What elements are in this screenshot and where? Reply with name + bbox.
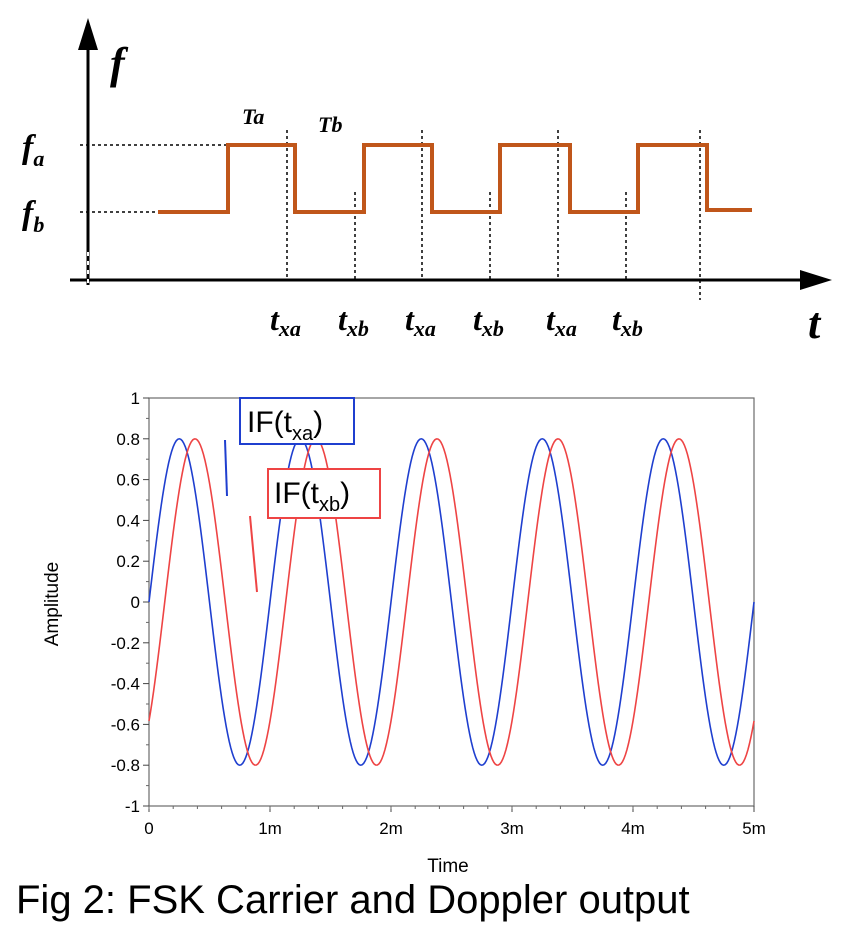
- y-tick-label: 1: [131, 389, 140, 408]
- figure-caption: Fig 2: FSK Carrier and Doppler output: [16, 878, 690, 922]
- legend-pointer: [224, 439, 228, 497]
- sample-time-label: txb: [612, 301, 643, 341]
- time-axis-arrow-icon: [800, 270, 832, 290]
- legend-box: [267, 468, 381, 519]
- y-tick-label: -0.8: [111, 756, 140, 775]
- x-tick-label: 2m: [379, 819, 403, 838]
- x-tick-label: 4m: [621, 819, 645, 838]
- fsk-diagram: f t fa fb Ta Tb txa txb txa txb txa txb: [22, 18, 832, 348]
- frequency-axis-arrow-icon: [78, 18, 98, 50]
- series-line: [148, 438, 755, 766]
- legend-entry-txb: IF(txb): [249, 468, 381, 593]
- sample-guides: [286, 130, 701, 300]
- legend-label: IF(txa): [247, 406, 323, 445]
- y-tick-label: 0.4: [116, 511, 140, 530]
- if-chart: 1 0.8 0.6 0.4 0.2 0 -0.2 -0.4 -0.6 -0.8 -1 0 1m 2m 3m…: [42, 389, 766, 877]
- sample-time-label: txa: [546, 301, 577, 341]
- x-axis-title: Time: [427, 856, 469, 877]
- period-a-label: Ta: [242, 104, 264, 129]
- y-tick-label: -0.2: [111, 634, 140, 653]
- y-tick-label: 0.8: [116, 430, 140, 449]
- y-tick-label: -0.6: [111, 715, 140, 734]
- y-axis-ticks: 1 0.8 0.6 0.4 0.2 0 -0.2 -0.4 -0.6 -0.8 -1: [111, 389, 149, 816]
- time-axis-label: t: [808, 299, 822, 348]
- y-tick-label: -1: [125, 797, 140, 816]
- y-tick-label: -0.4: [111, 675, 140, 694]
- x-tick-label: 0: [144, 819, 153, 838]
- x-axis-ticks: 0 1m 2m 3m 4m 5m: [144, 806, 766, 838]
- level-low-label: fb: [22, 195, 44, 237]
- sample-labels: txa txb txa txb txa txb: [270, 301, 643, 341]
- legend-pointer: [249, 515, 258, 593]
- y-tick-label: 0.2: [116, 552, 140, 571]
- sample-time-label: txa: [405, 301, 436, 341]
- x-tick-label: 1m: [258, 819, 282, 838]
- sample-time-label: txb: [473, 301, 504, 341]
- y-axis-title: Amplitude: [42, 562, 63, 647]
- y-tick-label: 0: [131, 593, 140, 612]
- x-tick-label: 5m: [742, 819, 766, 838]
- series-line: [148, 437, 755, 767]
- period-b-label: Tb: [318, 112, 342, 137]
- frequency-axis-label: f: [110, 39, 129, 88]
- level-high-label: fa: [22, 129, 44, 171]
- legend-box: [239, 397, 355, 445]
- series-layer: [148, 437, 755, 767]
- legend-entry-txa: IF(txa): [224, 397, 355, 497]
- y-tick-label: 0.6: [116, 471, 140, 490]
- fsk-waveform: [158, 143, 752, 214]
- sample-time-label: txa: [270, 301, 301, 341]
- sample-time-label: txb: [338, 301, 369, 341]
- x-tick-label: 3m: [500, 819, 524, 838]
- legend-label: IF(txb): [274, 477, 350, 516]
